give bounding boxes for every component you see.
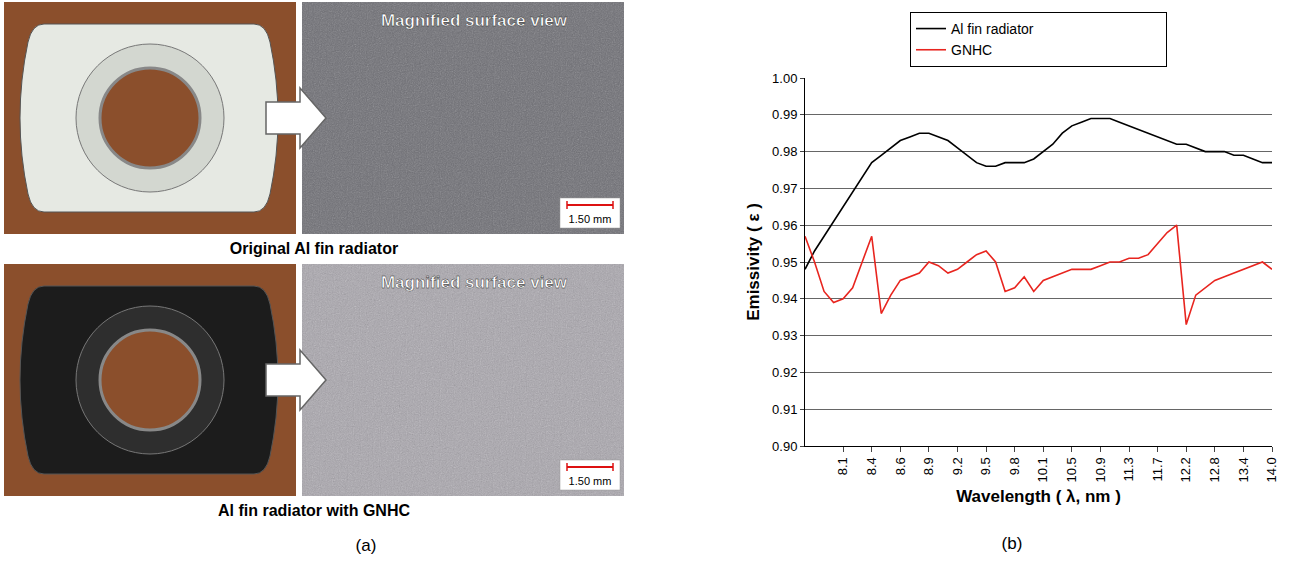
svg-text:0.90: 0.90 [772, 439, 797, 454]
svg-text:8.4: 8.4 [864, 457, 879, 475]
svg-text:11.7: 11.7 [1150, 457, 1165, 481]
svg-text:12.2: 12.2 [1178, 457, 1193, 482]
svg-text:0.92: 0.92 [772, 365, 797, 380]
svg-text:8.1: 8.1 [835, 457, 850, 475]
svg-text:(a): (a) [356, 536, 377, 555]
svg-text:Wavelength ( λ, nm ): Wavelength ( λ, nm ) [956, 487, 1121, 506]
svg-text:10.5: 10.5 [1064, 457, 1079, 482]
svg-text:9.8: 9.8 [1007, 457, 1022, 475]
svg-text:0.93: 0.93 [772, 328, 797, 343]
html-text:(b): (b) [1001, 534, 1023, 553]
svg-text:Al fin radiator: Al fin radiator [951, 21, 1034, 37]
svg-text:13.4: 13.4 [1236, 457, 1251, 482]
svg-text:11.3: 11.3 [1121, 457, 1136, 481]
svg-text:1.00: 1.00 [772, 71, 797, 86]
svg-text:8.9: 8.9 [921, 457, 936, 475]
svg-text:10.1: 10.1 [1035, 457, 1050, 482]
svg-text:8.6: 8.6 [893, 457, 908, 475]
svg-text:Magnified surface view: Magnified surface view [381, 273, 568, 292]
svg-text:0.91: 0.91 [772, 402, 797, 417]
svg-text:9.5: 9.5 [978, 457, 993, 475]
svg-text:0.98: 0.98 [772, 144, 797, 159]
svg-text:Original Al fin radiator: Original Al fin radiator [230, 240, 398, 257]
svg-text:Al fin radiator with GNHC: Al fin radiator with GNHC [218, 502, 410, 519]
svg-text:1.50 mm: 1.50 mm [569, 213, 612, 225]
svg-text:9.2: 9.2 [950, 457, 965, 475]
svg-text:1.50 mm: 1.50 mm [569, 475, 612, 487]
svg-text:0.96: 0.96 [772, 218, 797, 233]
svg-text:12.8: 12.8 [1207, 457, 1222, 482]
svg-text:10.9: 10.9 [1093, 457, 1108, 482]
svg-text:0.94: 0.94 [772, 291, 797, 306]
svg-text:14.0: 14.0 [1264, 457, 1279, 482]
svg-text:0.95: 0.95 [772, 255, 797, 270]
svg-text:0.97: 0.97 [772, 181, 797, 196]
svg-text:0.99: 0.99 [772, 107, 797, 122]
svg-text:GNHC: GNHC [951, 42, 992, 58]
svg-text:Magnified surface view: Magnified surface view [381, 11, 568, 30]
svg-text:Emissivity ( ε ): Emissivity ( ε ) [744, 203, 763, 321]
